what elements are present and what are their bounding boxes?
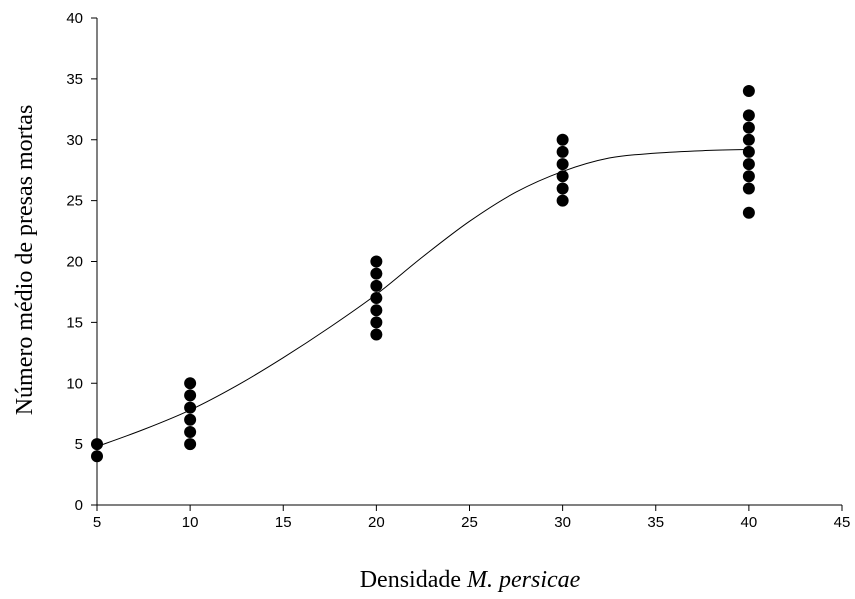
fitted-curve <box>96 148 749 448</box>
data-point <box>742 182 755 195</box>
data-point <box>91 450 103 463</box>
data-point <box>556 133 569 146</box>
data-point <box>742 85 755 98</box>
x-tick-label: 10 <box>182 514 199 531</box>
x-tick-label: 35 <box>647 514 664 531</box>
data-point <box>556 182 569 195</box>
data-point <box>742 109 755 122</box>
data-point <box>742 206 755 219</box>
data-point <box>742 121 755 134</box>
x-tick-label: 20 <box>368 514 385 531</box>
data-point <box>184 438 197 451</box>
x-tick-label: 45 <box>834 514 851 531</box>
y-tick-label: 40 <box>66 10 83 27</box>
data-point <box>370 328 383 341</box>
data-point <box>370 316 383 329</box>
axes <box>96 18 842 506</box>
y-tick-label: 20 <box>66 254 83 271</box>
x-axis-title-species: M. persicae <box>466 567 581 593</box>
x-axis-title: Densidade M. persicae <box>360 567 581 593</box>
data-point <box>556 158 569 171</box>
data-point <box>742 133 755 146</box>
data-point <box>184 401 197 414</box>
data-point <box>370 279 383 292</box>
y-tick-label: 10 <box>66 375 83 392</box>
data-point <box>556 194 569 207</box>
x-tick-label: 5 <box>93 514 101 531</box>
data-point <box>370 267 383 280</box>
data-point <box>184 377 197 390</box>
data-point <box>91 438 103 451</box>
y-ticks: 0 5 10 15 20 25 30 35 40 <box>66 10 97 514</box>
x-tick-label: 30 <box>554 514 571 531</box>
x-ticks: 5 10 15 20 25 30 35 40 45 <box>93 505 851 531</box>
y-tick-label: 5 <box>75 436 83 453</box>
y-tick-label: 35 <box>66 71 83 88</box>
data-point <box>370 255 383 268</box>
data-point <box>184 425 197 438</box>
y-tick-label: 0 <box>75 497 83 514</box>
y-tick-label: 15 <box>66 314 83 331</box>
data-point <box>184 389 197 402</box>
x-tick-label: 25 <box>461 514 478 531</box>
data-points <box>91 85 755 463</box>
x-tick-label: 40 <box>741 514 758 531</box>
y-tick-label: 25 <box>66 193 83 210</box>
x-tick-label: 15 <box>275 514 292 531</box>
data-point <box>742 170 755 183</box>
data-point <box>556 170 569 183</box>
data-point <box>370 292 383 305</box>
data-point <box>184 413 197 426</box>
x-axis-title-prefix: Densidade <box>360 567 461 593</box>
data-point <box>742 145 755 158</box>
y-tick-label: 30 <box>66 132 83 149</box>
data-point <box>556 145 569 158</box>
data-point <box>370 304 383 317</box>
data-point <box>742 158 755 171</box>
y-axis-title: Número médio de presas mortas <box>12 105 38 416</box>
